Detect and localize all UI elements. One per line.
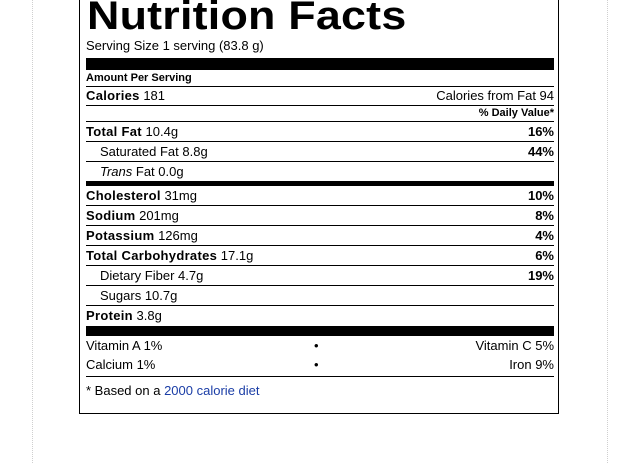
calories-from-fat: Calories from Fat 94	[436, 88, 554, 103]
protein-amount: 3.8g	[136, 308, 162, 323]
total-carbs-cell: Total Carbohydrates 17.1g	[86, 246, 253, 265]
total-carbs-row: Total Carbohydrates 17.1g 6%	[86, 246, 554, 266]
total-carbs-amount: 17.1g	[220, 248, 254, 263]
total-carbs-label: Total Carbohydrates	[86, 248, 218, 263]
bullet-separator: •	[314, 357, 319, 372]
trans-fat-row: Trans Fat 0.0g	[86, 162, 554, 182]
daily-value-header-row: % Daily Value*	[86, 106, 554, 122]
sodium-amount: 201mg	[139, 208, 179, 223]
calcium: Calcium 1%	[86, 357, 156, 372]
sodium-pct: 8%	[535, 208, 554, 223]
amount-per-serving: Amount Per Serving	[86, 70, 554, 87]
cholesterol-pct: 10%	[527, 188, 554, 203]
total-fat-amount: 10.4g	[145, 124, 179, 139]
trans-fat-cell: Trans Fat 0.0g	[100, 162, 184, 181]
protein-cell: Protein 3.8g	[86, 306, 162, 325]
serving-size: Serving Size 1 serving (83.8 g)	[86, 38, 554, 59]
nutrition-title: Nutrition Facts	[87, 0, 407, 38]
dietary-fiber-amount: 4.7g	[178, 268, 204, 283]
potassium-amount: 126mg	[158, 228, 198, 243]
medium-divider	[86, 182, 554, 186]
sugars-amount: 10.7g	[144, 288, 178, 303]
calories-cell: Calories 181	[86, 87, 165, 105]
protein-row: Protein 3.8g	[86, 306, 554, 326]
dietary-fiber-label: Dietary Fiber	[100, 268, 175, 283]
potassium-label: Potassium	[86, 228, 155, 243]
bullet-separator: •	[314, 338, 319, 353]
calorie-diet-link[interactable]: 2000 calorie diet	[164, 383, 260, 398]
trans-fat-label-italic: Trans	[100, 164, 133, 179]
thick-divider-bottom	[86, 326, 554, 336]
footnote-prefix: * Based on a	[86, 383, 165, 398]
page-guide-right	[607, 0, 608, 463]
page-guide-left	[32, 0, 33, 463]
footnote: * Based on a 2000 calorie diet	[86, 376, 554, 400]
thick-divider	[86, 59, 554, 70]
total-fat-pct: 16%	[527, 124, 554, 139]
cholesterol-label: Cholesterol	[86, 188, 161, 203]
sugars-cell: Sugars 10.7g	[100, 286, 177, 305]
iron: Iron 9%	[509, 357, 554, 372]
nutrition-label: Nutrition Facts Serving Size 1 serving (…	[79, 0, 559, 414]
mineral-row: Calcium 1% • Iron 9%	[86, 355, 554, 374]
sugars-row: Sugars 10.7g	[86, 286, 554, 306]
sugars-label: Sugars	[100, 288, 142, 303]
calories-row: Calories 181 Calories from Fat 94	[86, 87, 554, 106]
vitamin-row: Vitamin A 1% • Vitamin C 5%	[86, 336, 554, 355]
saturated-fat-amount: 8.8g	[182, 144, 208, 159]
dietary-fiber-cell: Dietary Fiber 4.7g	[100, 266, 203, 285]
saturated-fat-label: Saturated Fat	[100, 144, 179, 159]
calories-value: 181	[143, 88, 166, 103]
total-fat-row: Total Fat 10.4g 16%	[86, 122, 554, 142]
dietary-fiber-row: Dietary Fiber 4.7g 19%	[86, 266, 554, 286]
potassium-cell: Potassium 126mg	[86, 226, 198, 245]
cholesterol-cell: Cholesterol 31mg	[86, 186, 197, 205]
total-fat-cell: Total Fat 10.4g	[86, 122, 178, 141]
sodium-label: Sodium	[86, 208, 136, 223]
cholesterol-row: Cholesterol 31mg 10%	[86, 186, 554, 206]
vitamin-a: Vitamin A 1%	[86, 338, 163, 353]
dietary-fiber-pct: 19%	[527, 268, 554, 283]
total-carbs-pct: 6%	[535, 248, 554, 263]
potassium-row: Potassium 126mg 4%	[86, 226, 554, 246]
cholesterol-amount: 31mg	[164, 188, 197, 203]
trans-fat-label-rest: Fat	[132, 164, 155, 179]
trans-fat-amount: 0.0g	[158, 164, 184, 179]
total-fat-label: Total Fat	[86, 124, 142, 139]
calories-label: Calories	[86, 88, 140, 103]
protein-label: Protein	[86, 308, 133, 323]
vitamin-c: Vitamin C 5%	[475, 338, 554, 353]
daily-value-header: % Daily Value*	[478, 107, 554, 119]
saturated-fat-row: Saturated Fat 8.8g 44%	[86, 142, 554, 162]
sodium-cell: Sodium 201mg	[86, 206, 179, 225]
saturated-fat-cell: Saturated Fat 8.8g	[100, 142, 208, 161]
sodium-row: Sodium 201mg 8%	[86, 206, 554, 226]
potassium-pct: 4%	[535, 228, 554, 243]
saturated-fat-pct: 44%	[527, 144, 554, 159]
